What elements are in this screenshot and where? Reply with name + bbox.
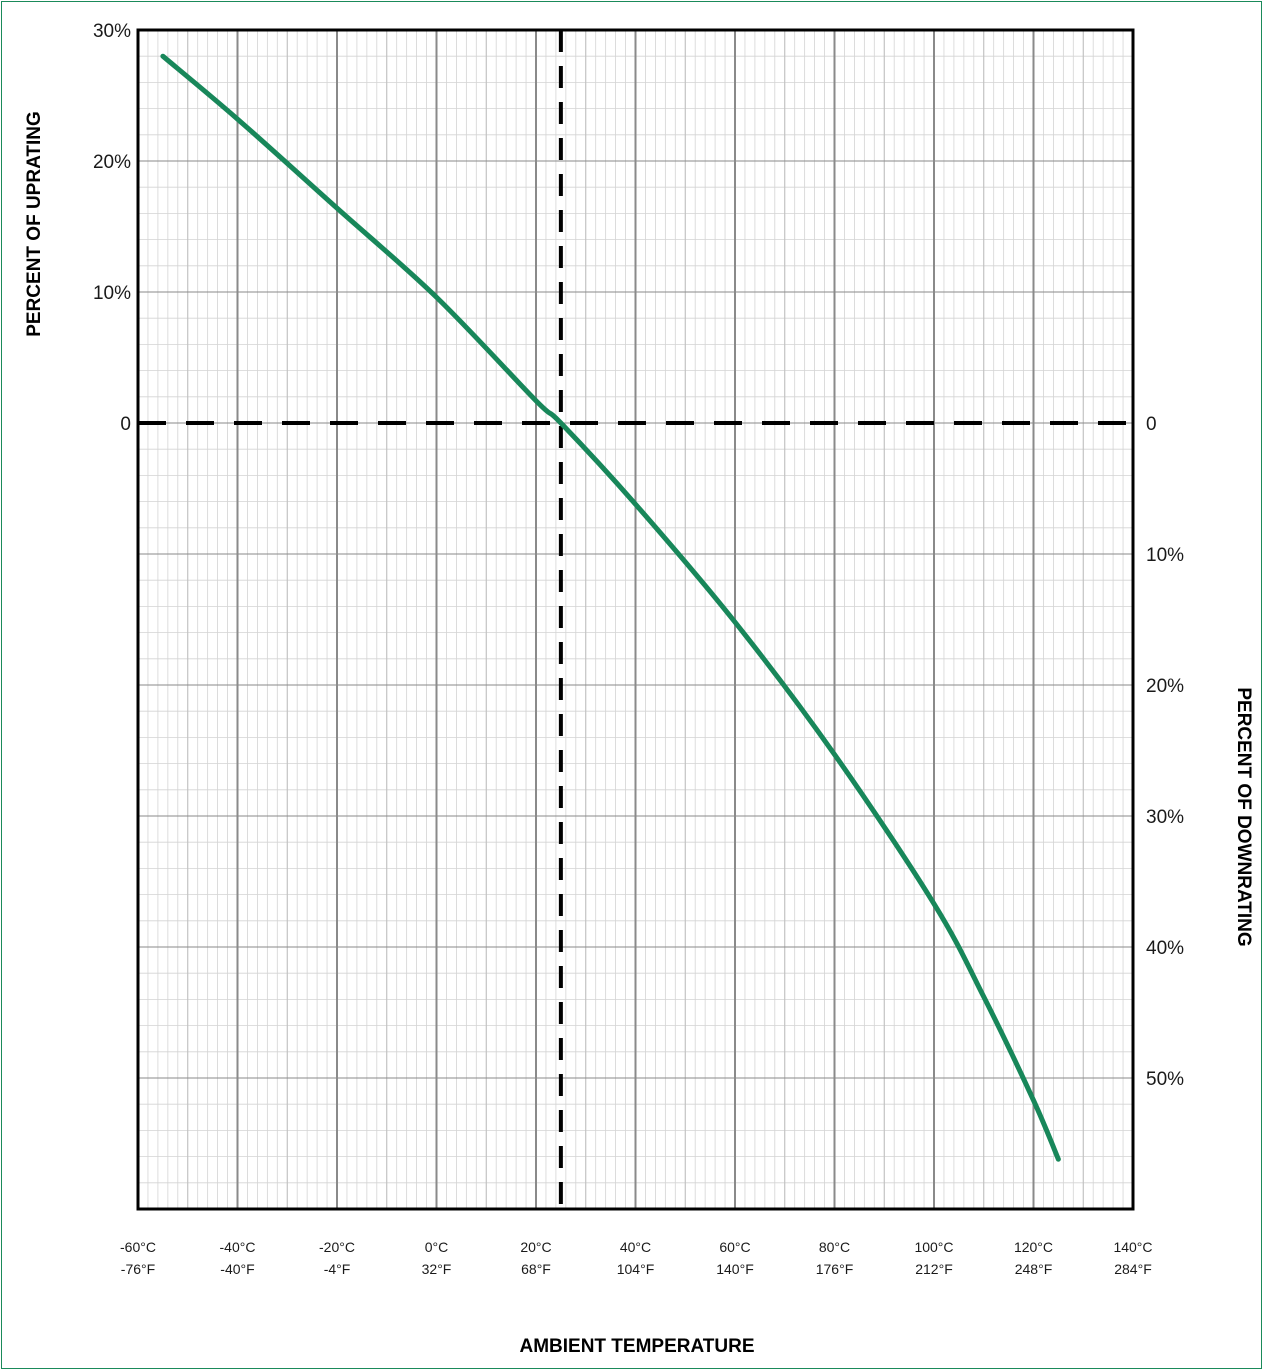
x-tick-label-f: -76°F [121,1261,155,1277]
axis-labels: -60°C -76°F -40°C -40°F -20°C -4°F 0°C 32°F 20°C… [93,21,1184,1277]
reference-lines [138,30,1133,1209]
x-tick-label-c: -40°C [220,1239,256,1255]
y-right-tick-label: 20% [1146,676,1184,697]
plot-border [136,28,1135,1211]
x-tick-label-c: 40°C [620,1239,651,1255]
y-left-tick-label: 0 [120,414,131,435]
y-right-tick-label: 30% [1146,807,1184,828]
x-tick-label-f: 32°F [422,1261,452,1277]
x-tick-label-c: 80°C [819,1239,850,1255]
x-tick-label-f: 104°F [617,1261,655,1277]
y-axis-left-title: PERCENT OF UPRATING [24,111,45,337]
x-tick-label-f: -40°F [220,1261,254,1277]
x-tick-label-f: 212°F [915,1261,953,1277]
x-tick-label-c: 140°C [1113,1239,1152,1255]
x-tick-label-f: 284°F [1114,1261,1152,1277]
x-tick-label-c: 120°C [1014,1239,1053,1255]
x-tick-label-f: 248°F [1015,1261,1053,1277]
x-tick-label-f: 176°F [816,1261,854,1277]
y-left-tick-label: 30% [93,21,131,42]
y-axis-right-title: PERCENT OF DOWNRATING [1233,687,1254,946]
x-tick-label-c: 100°C [914,1239,953,1255]
x-axis-title: AMBIENT TEMPERATURE [519,1336,754,1357]
y-right-tick-label: 50% [1146,1069,1184,1090]
x-tick-label-c: 0°C [425,1239,449,1255]
major-grid [137,29,1134,1210]
x-tick-label-f: -4°F [324,1261,351,1277]
x-tick-label-f: 68°F [521,1261,551,1277]
x-tick-label-c: -60°C [120,1239,156,1255]
x-tick-label-c: 60°C [719,1239,750,1255]
x-tick-label-c: 20°C [520,1239,551,1255]
x-tick-label-c: -20°C [319,1239,355,1255]
y-left-tick-label: 20% [93,152,131,173]
derating-curve [160,53,1061,1162]
y-right-tick-label: 0 [1146,414,1157,435]
y-left-tick-label: 10% [93,283,131,304]
x-tick-label-f: 140°F [716,1261,754,1277]
y-right-tick-label: 40% [1146,938,1184,959]
curve-layer [160,53,1061,1162]
y-right-tick-label: 10% [1146,545,1184,566]
